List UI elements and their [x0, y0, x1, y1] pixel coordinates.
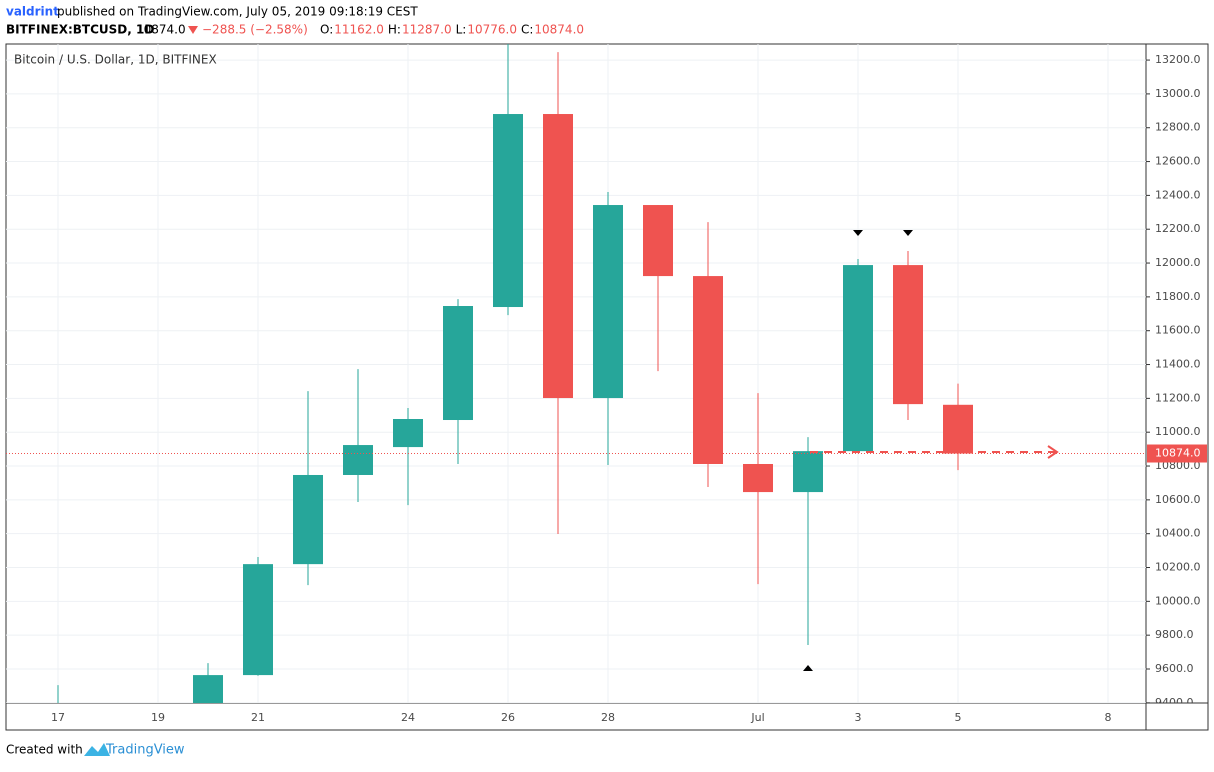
- y-axis: 9400.0 9600.0 9800.0 10000.0 10200.0 10400.0 1…: [1146, 53, 1201, 709]
- y-tick-label: 10000.0: [1155, 594, 1201, 607]
- y-tick-label: 10200.0: [1155, 561, 1201, 574]
- logo: [84, 743, 110, 756]
- y-tick-label: 12800.0: [1155, 121, 1201, 134]
- body: [293, 474, 323, 565]
- body: [943, 404, 973, 454]
- last-price-label: 10874.0: [1155, 447, 1201, 460]
- x-tick-label: 28: [601, 711, 615, 724]
- ohlc-key: O:: [320, 23, 333, 37]
- body: [543, 114, 573, 399]
- y-tick-label: 10400.0: [1155, 527, 1201, 540]
- change: −288.5 (−2.58%): [202, 23, 308, 37]
- projection-arrow: [810, 445, 1059, 459]
- body: [793, 451, 823, 493]
- footer-created: Created with: [6, 743, 83, 757]
- ohlc-value: 11162.0: [334, 23, 384, 37]
- y-tick-label: 11600.0: [1155, 324, 1201, 337]
- candles: [6, 44, 1146, 703]
- published: published on TradingView.com, July 05, 2…: [57, 5, 418, 19]
- symbol: BITFINEX:BTCUSD, 1D: [6, 23, 154, 37]
- body: [193, 675, 223, 703]
- body: [843, 265, 873, 452]
- ohlc-key: L:: [456, 23, 467, 37]
- x-tick-label: 19: [151, 711, 165, 724]
- y-tick-label: 11000.0: [1155, 425, 1201, 438]
- x-tick-label: Jul: [750, 711, 764, 724]
- y-tick-label: 11200.0: [1155, 391, 1201, 404]
- y-tick-label: 13000.0: [1155, 87, 1201, 100]
- last: 10874.0: [136, 23, 186, 37]
- ohlc-value: 10874.0: [534, 23, 584, 37]
- x-tick-label: 21: [251, 711, 265, 724]
- y-tick-label: 12600.0: [1155, 155, 1201, 168]
- y-tick-label: 10600.0: [1155, 493, 1201, 506]
- footer-brand[interactable]: TradingView: [105, 743, 185, 758]
- body: [343, 445, 373, 475]
- x-tick-label: 17: [51, 711, 65, 724]
- ohlc: O: 11162.0 H: 11287.0 L: 10776.0 C: 10874.0: [320, 23, 584, 37]
- ohlc-value: 11287.0: [402, 23, 452, 37]
- y-tick-label: 13200.0: [1155, 53, 1201, 66]
- x-tick-label: 5: [955, 711, 962, 724]
- body: [693, 276, 723, 464]
- x-tick-label: 8: [1105, 711, 1112, 724]
- body: [443, 306, 473, 421]
- body: [593, 205, 623, 399]
- body: [643, 205, 673, 277]
- frame: [5, 43, 1209, 731]
- body: [393, 419, 423, 448]
- body: [493, 114, 523, 308]
- y-tick-label: 11800.0: [1155, 290, 1201, 303]
- y-tick-label: 12200.0: [1155, 222, 1201, 235]
- x-tick-label: 3: [855, 711, 862, 724]
- y-tick-label: 9400.0: [1155, 696, 1194, 709]
- x-tick-label: 24: [401, 711, 415, 724]
- y-tick-label: 9800.0: [1155, 628, 1194, 641]
- x-axis: 17 19 21 24 26 28 Jul 3 5 8: [51, 711, 1112, 724]
- ohlc-key: H:: [388, 23, 401, 37]
- down-icon: [188, 26, 198, 34]
- ohlc-key: C:: [521, 23, 533, 37]
- body: [893, 265, 923, 405]
- y-tick-label: 12400.0: [1155, 188, 1201, 201]
- y-tick-label: 12000.0: [1155, 256, 1201, 269]
- ohlc-value: 10776.0: [467, 23, 517, 37]
- y-tick-label: 9600.0: [1155, 662, 1194, 675]
- y-tick-label: 11400.0: [1155, 358, 1201, 371]
- symbol-title: Bitcoin / U.S. Dollar, 1D, BITFINEX: [14, 53, 217, 67]
- body: [743, 463, 773, 493]
- author[interactable]: valdrint: [6, 5, 59, 19]
- body: [243, 564, 273, 676]
- x-tick-label: 26: [501, 711, 515, 724]
- grid: [6, 44, 1146, 703]
- last-price-box: [1147, 444, 1207, 463]
